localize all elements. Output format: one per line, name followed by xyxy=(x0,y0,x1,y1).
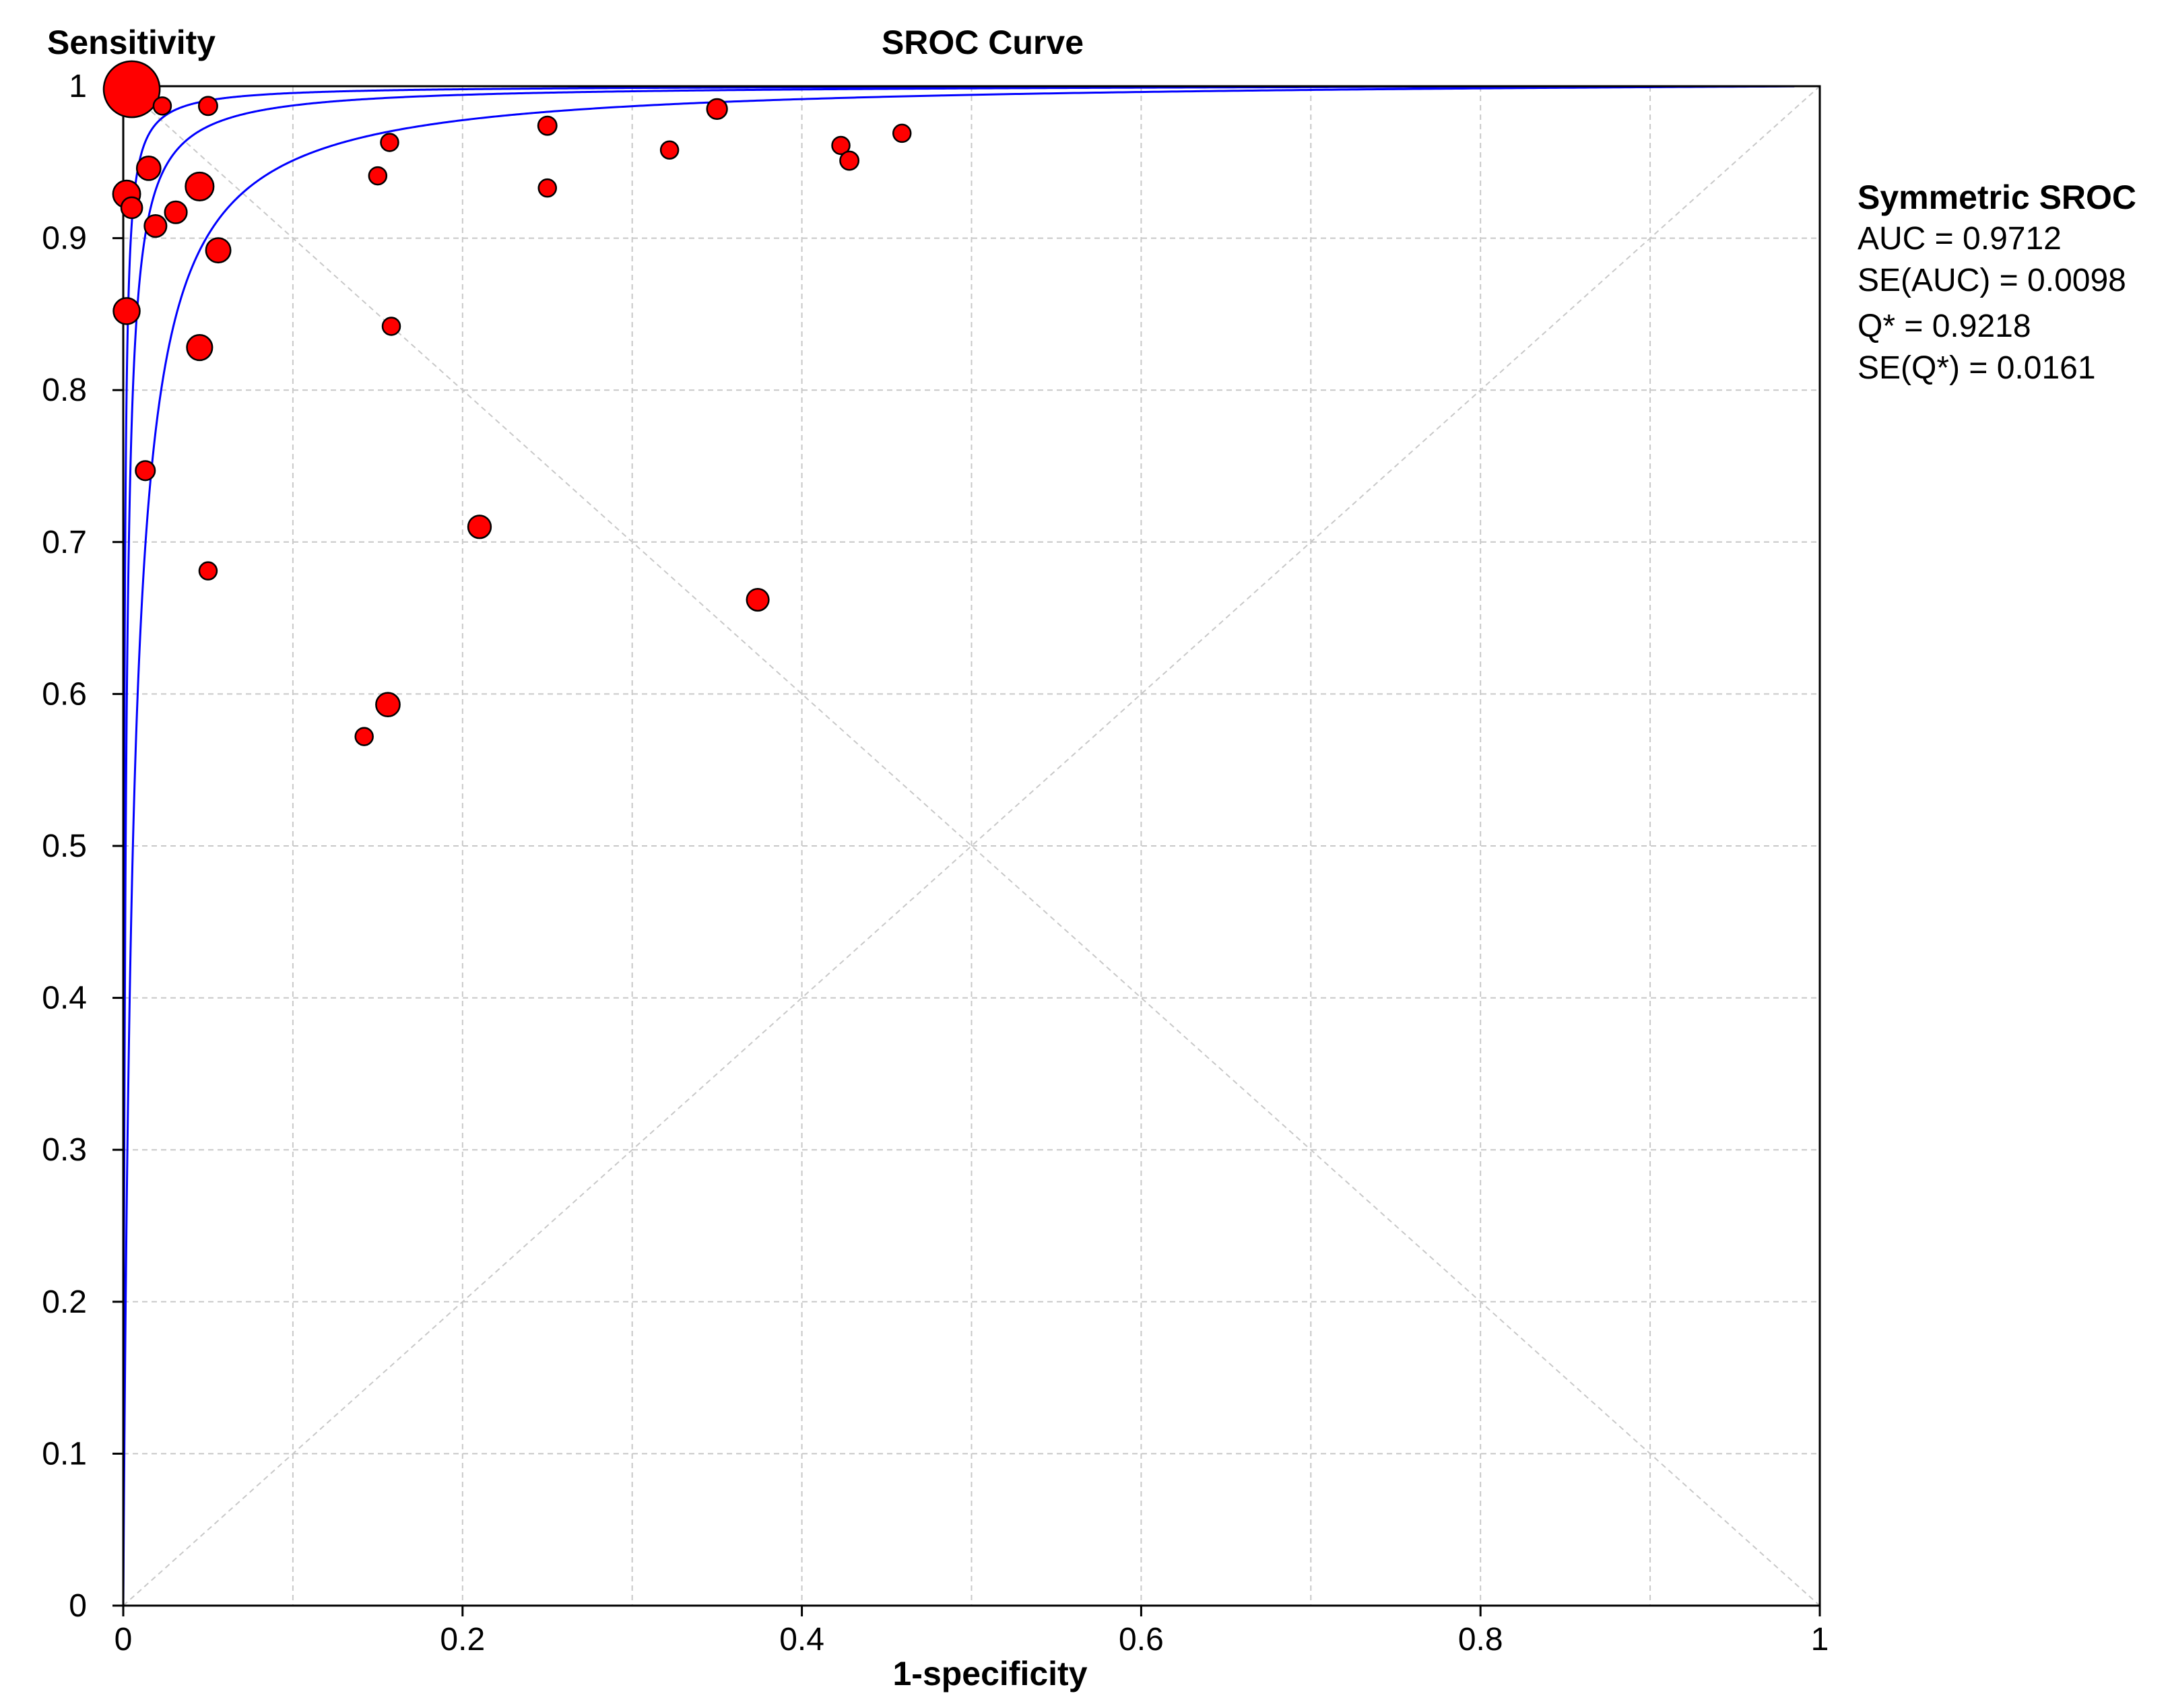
study-point xyxy=(839,150,860,171)
q-star-diagonal xyxy=(123,86,1820,1606)
study-point xyxy=(198,561,218,581)
chance-diagonal xyxy=(123,86,1820,1606)
study-point xyxy=(135,460,156,482)
annotation-q-star: Q* = 0.9218 xyxy=(1858,308,2031,344)
x-tick-label: 0.4 xyxy=(779,1622,824,1657)
chart-title: SROC Curve xyxy=(882,24,1084,61)
study-point xyxy=(164,200,188,224)
study-point xyxy=(368,166,388,186)
study-point xyxy=(537,178,557,198)
study-point xyxy=(375,692,401,718)
sroc-curve-3 xyxy=(122,85,1795,1606)
study-point xyxy=(143,214,168,238)
study-point xyxy=(185,171,215,201)
axis-ticks: 0 0.2 0.4 0.6 0.8 1 0 0.1 0.2 0.3 0.4 0.5 0.6 0.7 0.8 0… xyxy=(42,69,1829,1657)
y-tick-label: 1 xyxy=(69,69,87,104)
diagonals xyxy=(123,86,1820,1606)
study-point xyxy=(198,96,218,117)
x-tick-label: 0.8 xyxy=(1458,1622,1503,1657)
sroc-curve-2 xyxy=(122,85,1795,1606)
y-tick-label: 0.7 xyxy=(42,525,87,560)
study-points xyxy=(102,60,912,746)
study-point xyxy=(135,155,162,181)
study-point xyxy=(659,140,680,160)
study-point xyxy=(205,237,232,264)
y-tick-label: 0 xyxy=(69,1588,87,1624)
y-tick-label: 0.1 xyxy=(42,1436,87,1472)
study-point xyxy=(706,98,728,120)
x-tick-label: 0.2 xyxy=(440,1622,485,1657)
study-point xyxy=(120,196,143,220)
y-tick-label: 0.6 xyxy=(42,676,87,712)
study-point xyxy=(831,135,851,156)
study-point xyxy=(892,123,912,143)
study-point xyxy=(112,297,141,325)
x-tick-label: 0 xyxy=(114,1622,133,1657)
auc-annotation: Symmetric SROC AUC = 0.9712 SE(AUC) = 0.… xyxy=(1858,178,2136,386)
study-point xyxy=(102,60,161,119)
study-point xyxy=(467,515,492,539)
x-tick-label: 1 xyxy=(1811,1622,1829,1657)
y-axis-label: Sensitivity xyxy=(47,24,216,61)
study-point xyxy=(381,317,401,336)
y-tick-label: 0.8 xyxy=(42,372,87,408)
study-point xyxy=(354,727,374,746)
study-point xyxy=(537,115,558,136)
study-point xyxy=(380,133,399,152)
grid xyxy=(123,86,1820,1606)
x-tick-label: 0.6 xyxy=(1119,1622,1164,1657)
x-axis-label: 1-specificity xyxy=(892,1655,1087,1693)
y-tick-label: 0.3 xyxy=(42,1132,87,1168)
y-tick-label: 0.2 xyxy=(42,1284,87,1320)
y-tick-label: 0.5 xyxy=(42,828,87,864)
study-point xyxy=(186,333,213,362)
y-tick-label: 0.9 xyxy=(42,221,87,257)
annotation-auc: AUC = 0.9712 xyxy=(1858,221,2062,257)
annotation-se-auc: SE(AUC) = 0.0098 xyxy=(1858,263,2126,298)
y-tick-label: 0.4 xyxy=(42,981,87,1016)
study-point xyxy=(152,96,172,116)
annotation-heading: Symmetric SROC xyxy=(1858,178,2136,216)
study-point xyxy=(746,587,770,612)
annotation-se-q-star: SE(Q*) = 0.0161 xyxy=(1858,350,2096,386)
